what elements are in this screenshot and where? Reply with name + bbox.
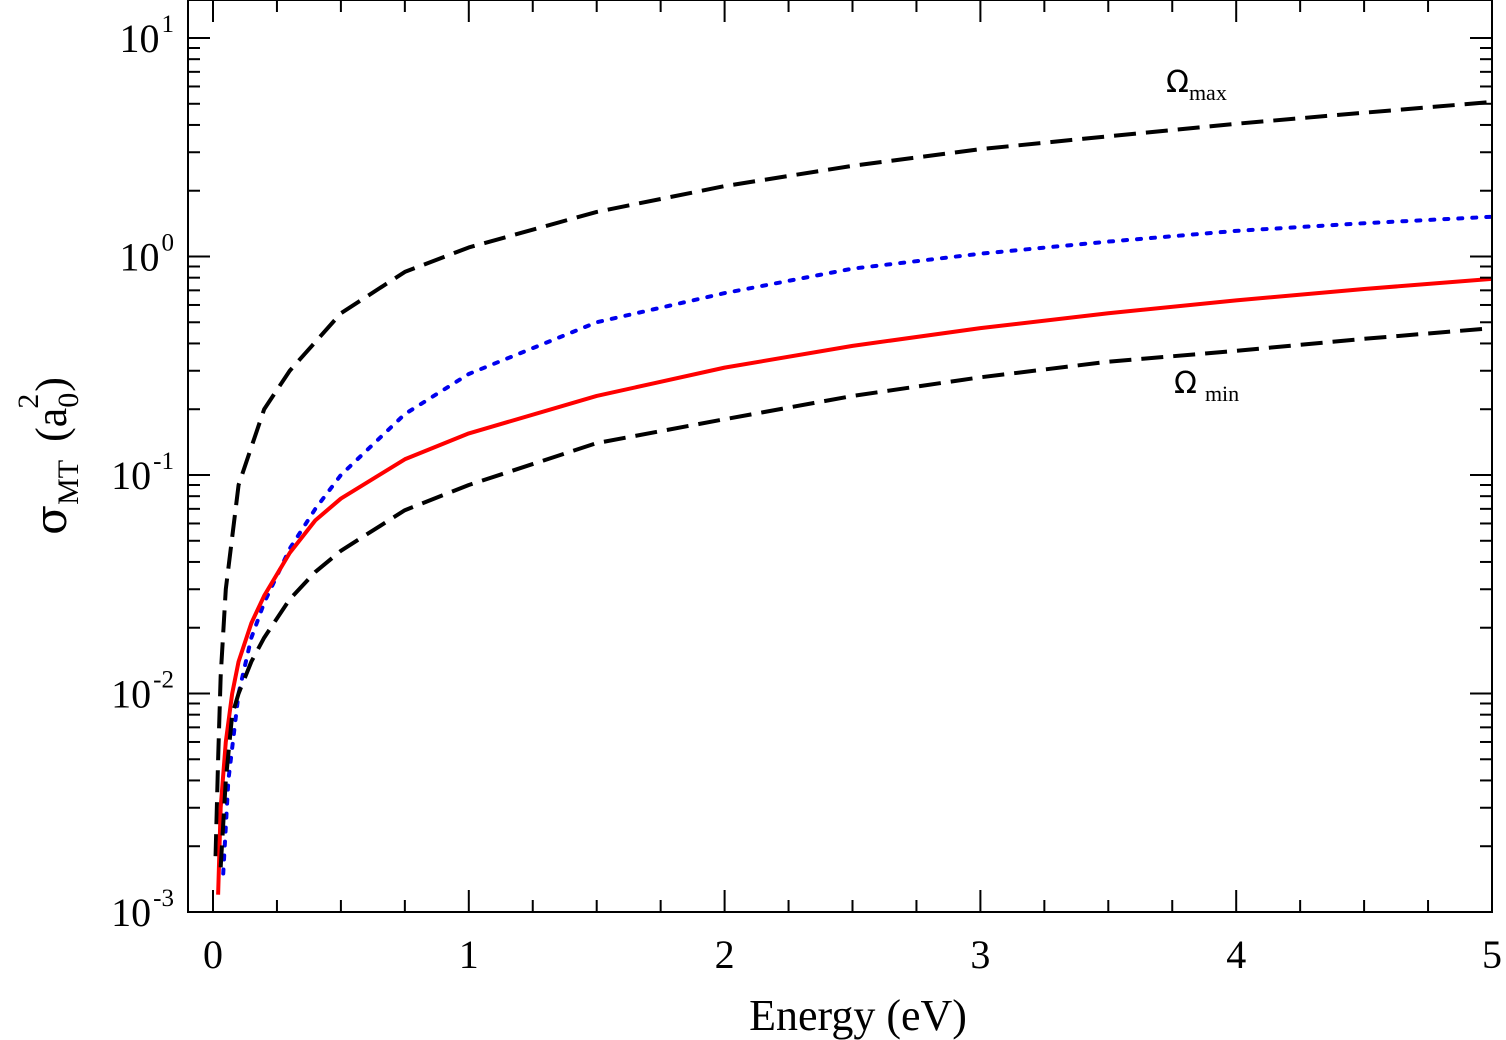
y-tick-label: 10-1 — [111, 448, 174, 498]
y-axis-title: σMT (a02) — [12, 377, 85, 535]
y-tick-label: 100 — [120, 230, 175, 280]
y-axis-unit-open: (a — [27, 408, 76, 442]
y-tick-label: 10-2 — [111, 667, 174, 717]
y-axis-unit-sup: 2 — [12, 394, 45, 409]
annotation-omega-max-symbol: Ω — [1166, 65, 1189, 100]
annotation-omega-min-symbol: Ω — [1174, 366, 1197, 401]
y-axis-symbol: σ — [26, 505, 77, 535]
series-layer — [213, 99, 1492, 895]
annotation-omega-max: Ωmax — [1166, 65, 1227, 105]
series-line-1 — [221, 214, 1492, 876]
tick-layer — [188, 0, 1493, 913]
annotation-omega-min-sub: min — [1205, 381, 1239, 406]
y-axis-unit-sub: 0 — [52, 393, 85, 408]
y-tick-label: 10-3 — [111, 885, 174, 935]
series-line-0 — [213, 99, 1492, 857]
plot-frame — [187, 0, 1493, 913]
y-tick-label: 101 — [120, 11, 175, 61]
x-tick-label: 4 — [1226, 932, 1246, 977]
series-line-2 — [216, 276, 1492, 895]
x-tick-label: 3 — [970, 932, 990, 977]
x-tick-label: 0 — [203, 932, 223, 977]
x-tick-label: 1 — [459, 932, 479, 977]
y-axis-unit-close: ) — [27, 377, 76, 392]
y-axis-subscript: MT — [52, 460, 85, 505]
x-tick-label: 5 — [1482, 932, 1502, 977]
annotation-omega-max-sub: max — [1189, 80, 1227, 105]
x-axis-title: Energy (eV) — [749, 991, 967, 1040]
x-tick-label: 2 — [715, 932, 735, 977]
series-line-3 — [218, 326, 1492, 868]
label-layer: 0 1 2 3 4 5 10-3 10-2 10-1 100 101 — [111, 11, 1502, 977]
